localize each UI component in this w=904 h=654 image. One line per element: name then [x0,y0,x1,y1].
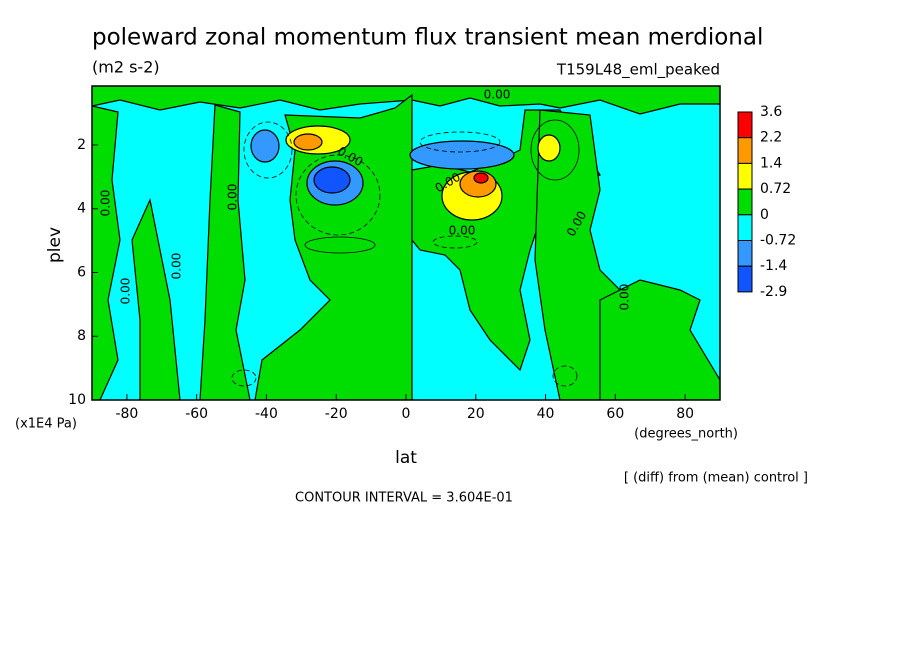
colorbar-box [737,111,753,139]
colorbar-label: 0.72 [760,181,791,197]
colorbar-label: -1.4 [760,258,787,274]
colorbar-label: -2.9 [760,284,787,300]
colorbar-box [737,137,753,164]
colorbar-label: 1.4 [760,155,782,171]
x-tick-label: -40 [255,406,278,422]
run-label: T159L48_eml_peaked [556,61,720,80]
y-tick-label: 4 [77,201,86,217]
colorbar-box [737,214,753,242]
x-tick-label: -20 [325,406,348,422]
chart-title: poleward zonal momentum flux transient m… [92,25,763,51]
colorbar-box [737,188,753,216]
colorbar-label: -0.72 [760,233,796,249]
x-tick-label: 0 [402,406,411,422]
y-axis-label: plev [45,227,65,263]
colorbar-label: 2.2 [760,130,782,146]
y-tick-label: 6 [77,264,86,280]
x-axis-unit: (degrees_north) [634,427,738,442]
y-tick-label: 2 [77,137,86,153]
x-tick-label: 60 [606,406,624,422]
y-tick-label: 10 [68,392,86,408]
contour-label: 0.00 [226,184,240,211]
x-axis-label: lat [395,448,417,468]
contour-label: 0.00 [119,278,133,305]
contour-label: 0.00 [449,224,476,238]
contour-label: 0.00 [99,190,113,217]
y-tick-label: 8 [77,328,86,344]
colorbar-box [737,162,753,190]
contour-label: 0.00 [170,253,184,280]
x-tick-label: 40 [537,406,555,422]
colorbar-label: 3.6 [760,104,782,120]
x-tick-label: -80 [115,406,138,422]
colorbar-box [737,265,753,293]
y-axis-unit: (x1E4 Pa) [15,417,77,432]
x-tick-label: 20 [467,406,485,422]
x-tick-label: 80 [676,406,694,422]
x-tick-label: -60 [185,406,208,422]
contour-interval: CONTOUR INTERVAL = 3.604E-01 [295,491,513,506]
subtitle: (m2 s-2) [92,58,160,77]
contour-label: 0.00 [618,284,632,311]
contour-label: 0.00 [484,88,511,102]
annotation: [ (diff) from (mean) control ] [624,471,808,486]
colorbar-label: 0 [760,207,769,223]
colorbar-box [737,240,753,267]
field [92,86,720,400]
